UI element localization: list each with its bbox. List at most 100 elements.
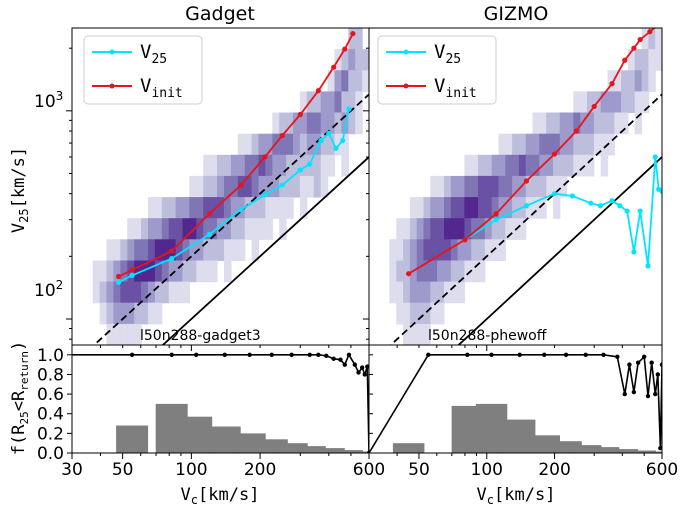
density-cell-gadget bbox=[92, 281, 101, 304]
xtick-label: 50 bbox=[112, 460, 134, 480]
density-cell-gizmo bbox=[403, 260, 411, 283]
density-cell-gadget bbox=[237, 239, 246, 261]
data-point-v25-gizmo bbox=[597, 203, 604, 209]
density-cell-gadget bbox=[320, 91, 329, 114]
density-cell-gizmo bbox=[518, 154, 527, 177]
density-cell-gizmo bbox=[478, 175, 486, 198]
series-line-v25-gizmo bbox=[464, 156, 662, 267]
density-cell-gizmo bbox=[437, 218, 445, 240]
density-cell-gizmo bbox=[512, 175, 520, 198]
density-cell-gadget bbox=[258, 197, 266, 219]
fraction-point-gadget bbox=[222, 352, 227, 358]
density-cell-gizmo bbox=[600, 112, 609, 135]
data-point-v25-gadget bbox=[333, 145, 339, 151]
density-cell-gadget bbox=[237, 133, 246, 156]
density-cell-gadget bbox=[175, 197, 184, 219]
density-cell-gadget bbox=[299, 133, 308, 156]
density-cell-gadget bbox=[120, 239, 128, 261]
density-cell-gadget bbox=[127, 302, 135, 325]
data-point-v25-gizmo bbox=[631, 249, 637, 255]
density-cell-gizmo bbox=[518, 218, 527, 240]
fraction-point-gadget bbox=[352, 362, 358, 367]
data-point-v25-gadget bbox=[129, 272, 135, 278]
density-cell-gizmo bbox=[532, 197, 540, 219]
density-cell-gadget bbox=[299, 112, 308, 135]
density-cell-gizmo bbox=[491, 197, 500, 219]
density-cell-gadget bbox=[210, 154, 218, 177]
density-cell-gizmo bbox=[491, 154, 500, 177]
density-cell-gadget bbox=[313, 175, 322, 198]
data-point-vinit-gizmo bbox=[462, 237, 468, 243]
fraction-point-gizmo bbox=[631, 389, 637, 395]
series-line-vinit-gadget bbox=[118, 33, 354, 278]
density-cell-gadget bbox=[286, 197, 294, 219]
data-point-vinit-gizmo bbox=[573, 128, 579, 134]
density-cell-gizmo bbox=[396, 239, 404, 261]
density-cell-gadget bbox=[224, 154, 232, 177]
density-cell-gadget bbox=[327, 70, 336, 92]
density-cell-gizmo bbox=[553, 133, 561, 156]
density-cell-gizmo bbox=[505, 133, 513, 156]
density-cell-gizmo bbox=[505, 218, 513, 240]
plot-area-gadget bbox=[92, 28, 369, 345]
density-cell-gizmo bbox=[464, 218, 472, 240]
density-cell-gizmo bbox=[553, 197, 561, 219]
density-cell-gizmo bbox=[559, 175, 568, 198]
density-cell-gizmo bbox=[437, 281, 445, 304]
density-cell-gizmo bbox=[498, 154, 506, 177]
density-cell-gadget bbox=[168, 260, 177, 283]
density-cell-gizmo bbox=[484, 239, 493, 261]
density-cell-gizmo bbox=[437, 302, 445, 325]
density-cell-gizmo bbox=[423, 323, 431, 345]
density-cell-gizmo bbox=[444, 281, 452, 304]
density-cell-gizmo bbox=[539, 197, 547, 219]
legend-gadget: V25 Vinit bbox=[83, 35, 203, 105]
data-point-vinit-gizmo bbox=[523, 178, 530, 184]
density-cell-gadget bbox=[175, 218, 184, 240]
fraction-point-gizmo bbox=[465, 352, 470, 358]
density-cell-gizmo bbox=[416, 239, 425, 261]
density-cell-gizmo bbox=[491, 218, 500, 240]
density-cell-gadget bbox=[189, 239, 197, 261]
density-cell-gizmo bbox=[634, 112, 643, 135]
density-cell-gizmo bbox=[403, 239, 411, 261]
density-cell-gadget bbox=[224, 218, 232, 240]
density-cell-gizmo bbox=[416, 323, 425, 345]
data-point-vinit-gadget bbox=[238, 182, 244, 188]
data-point-v25-gadget bbox=[346, 106, 352, 112]
density-cell-gizmo bbox=[389, 260, 397, 283]
density-cell-gadget bbox=[320, 112, 329, 135]
density-cell-gizmo bbox=[396, 260, 404, 283]
density-cell-gizmo bbox=[457, 260, 465, 283]
density-cell-gadget bbox=[341, 133, 349, 156]
density-cell-gizmo bbox=[464, 154, 472, 177]
density-cell-gizmo bbox=[409, 323, 418, 345]
density-cell-gadget bbox=[224, 175, 232, 198]
density-cell-gadget bbox=[355, 112, 363, 135]
density-cell-gizmo bbox=[478, 197, 486, 219]
fraction-point-gizmo bbox=[517, 352, 522, 358]
plot-area-gizmo bbox=[389, 28, 662, 345]
ytick-label-100: 102 bbox=[34, 278, 63, 301]
density-cell-gadget bbox=[265, 175, 273, 198]
fraction-point-gadget bbox=[169, 352, 174, 358]
density-cell-gadget bbox=[313, 112, 322, 135]
fraction-point-gizmo bbox=[601, 352, 606, 358]
density-cell-gizmo bbox=[648, 49, 656, 71]
density-cell-gadget bbox=[203, 197, 211, 219]
density-cell-gizmo bbox=[464, 260, 472, 283]
density-cell-gizmo bbox=[641, 28, 649, 50]
density-cell-gadget bbox=[265, 197, 273, 219]
data-point-v25-gadget bbox=[307, 161, 313, 167]
density-cell-gadget bbox=[355, 70, 363, 92]
histogram-bar-gadget bbox=[116, 425, 149, 453]
density-cell-gizmo bbox=[484, 197, 493, 219]
fraction-point-gadget bbox=[366, 450, 369, 453]
density-cell-gadget bbox=[148, 302, 156, 325]
panel-title-gizmo: GIZMO bbox=[484, 3, 549, 25]
density-cell-gizmo bbox=[641, 70, 649, 92]
density-cell-gadget bbox=[203, 175, 211, 198]
data-point-vinit-gizmo bbox=[622, 57, 628, 63]
fraction-point-gadget bbox=[362, 372, 367, 377]
density-cell-gadget bbox=[99, 281, 108, 304]
